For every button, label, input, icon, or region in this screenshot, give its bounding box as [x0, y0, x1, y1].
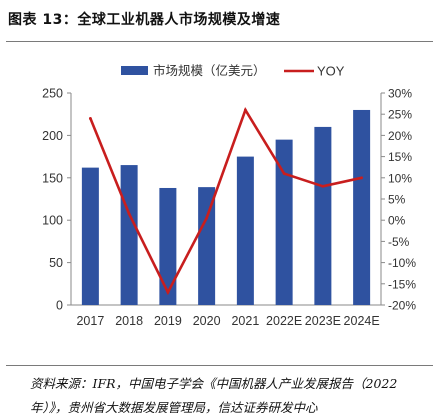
bar-2019: [159, 187, 177, 305]
legend-line-label: YOY: [317, 64, 345, 79]
chart: 0 50 100 150 200 250 -20% -15% -10% -5% 0% 5% 10% 15%…: [42, 63, 416, 329]
bar-2017: [81, 167, 99, 305]
x-axis-tick-label: 2018: [115, 314, 143, 328]
bar-series: [81, 109, 371, 306]
yoy-point-2019: [166, 290, 170, 294]
x-axis-tick-label: 2023E: [305, 314, 341, 328]
x-axis-tick-label: 2020: [193, 314, 221, 328]
chart-axes: 0 50 100 150 200 250 -20% -15% -10% -5% 0% 5% 10% 15%…: [42, 87, 416, 329]
yoy-line: [89, 106, 362, 296]
figure-title: 图表 13：全球工业机器人市场规模及增速: [8, 12, 281, 28]
bar-2022E: [275, 139, 293, 305]
source-note: 资料来源：IFR，中国电子学会《中国机器人产业发展报告（2022年）》，贵州省大…: [30, 376, 398, 415]
yoy-point-2018: [127, 212, 131, 216]
right-axis-tick-label: -20%: [388, 299, 416, 313]
right-axis-tick-label: 0%: [388, 214, 406, 228]
legend-bar-label: 市场规模（亿美元）: [153, 63, 266, 78]
right-axis-tick-label: -10%: [388, 256, 416, 270]
yoy-point-2021: [243, 108, 247, 112]
left-axis-tick-label: 100: [42, 214, 63, 228]
chart-legend: 市场规模（亿美元） YOY: [121, 63, 345, 79]
bar-2021: [236, 156, 254, 305]
right-axis-tick-label: -15%: [388, 277, 416, 291]
bar-2023E: [314, 126, 332, 305]
legend-bar-swatch: [121, 66, 148, 75]
yoy-point-2017: [88, 117, 92, 120]
left-axis-tick-label: 250: [42, 87, 63, 101]
bar-2024E: [353, 109, 371, 306]
x-axis-tick-label: 2021: [231, 314, 259, 328]
right-axis-tick-label: 25%: [388, 108, 412, 122]
left-axis-tick-label: 150: [42, 171, 63, 185]
right-axis-tick-label: 30%: [388, 87, 412, 101]
x-axis-tick-label: 2024E: [344, 314, 380, 328]
yoy-point-2024E: [360, 176, 364, 180]
line-series: [88, 106, 364, 296]
x-axis-tick-label: 2019: [154, 314, 182, 328]
right-axis-tick-label: 5%: [388, 193, 406, 207]
right-axis-tick-label: 20%: [388, 129, 412, 143]
left-axis-tick-label: 50: [49, 256, 63, 270]
bar-2020: [198, 187, 216, 305]
left-axis-tick-label: 200: [42, 129, 63, 143]
yoy-point-2023E: [321, 184, 325, 188]
right-axis-tick-label: -5%: [388, 235, 410, 249]
yoy-point-2022E: [282, 172, 286, 175]
right-axis-tick-label: 10%: [388, 171, 412, 185]
left-axis-tick-label: 0: [56, 299, 63, 313]
right-axis-tick-label: 15%: [388, 150, 412, 164]
x-axis-tick-label: 2022E: [266, 314, 302, 328]
source-divider: [6, 365, 433, 366]
yoy-point-2020: [205, 216, 209, 220]
title-divider: [6, 41, 433, 42]
x-axis-tick-label: 2017: [76, 314, 104, 328]
bar-2018: [120, 165, 138, 305]
